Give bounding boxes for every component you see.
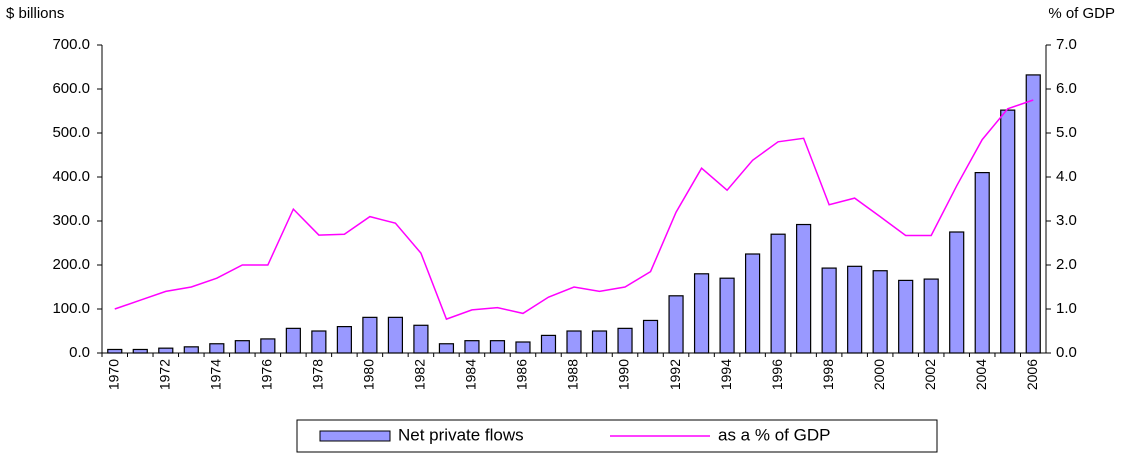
bar	[872, 270, 888, 354]
bar	[693, 273, 710, 354]
bar	[515, 341, 531, 354]
bar	[566, 330, 582, 354]
x-tick-label: 2006	[1024, 359, 1040, 390]
bar	[847, 265, 863, 354]
x-tick-label: 1978	[310, 359, 326, 390]
x-tick-label: 1974	[208, 359, 224, 390]
y2-axis-label: % of GDP	[1048, 5, 1115, 22]
x-tick-label: 1972	[156, 359, 172, 390]
x-tick-label: 2000	[871, 359, 887, 390]
bar	[923, 278, 939, 354]
y-tick-label: 300.0	[52, 212, 90, 229]
bar	[744, 253, 761, 354]
bar	[362, 316, 378, 354]
bar	[387, 316, 404, 354]
bar	[336, 326, 352, 354]
x-tick-label: 1970	[105, 359, 121, 390]
y-tick-label: 200.0	[52, 256, 90, 273]
bar	[158, 347, 174, 354]
y-tick-label: 100.0	[52, 300, 90, 317]
x-tick-label: 1976	[259, 359, 275, 390]
bar	[132, 348, 148, 354]
x-tick-label: 1988	[565, 359, 581, 390]
bar	[668, 295, 684, 354]
legend-label: Net private flows	[398, 425, 524, 444]
x-tick-label: 1994	[718, 359, 734, 390]
bar	[311, 330, 327, 354]
bar	[285, 327, 301, 354]
y-tick-label: 700.0	[52, 36, 90, 53]
bar	[898, 279, 914, 354]
bar	[260, 338, 276, 354]
y2-tick-label: 0.0	[1056, 344, 1077, 361]
x-tick-label: 1998	[820, 359, 836, 390]
bar	[796, 223, 812, 354]
bar	[438, 343, 455, 354]
y-tick-label: 600.0	[52, 80, 90, 97]
x-tick-label: 1986	[514, 359, 530, 390]
x-tick-label: 1992	[667, 359, 683, 390]
x-tick-label: 1982	[412, 359, 428, 390]
bar	[209, 343, 225, 354]
bar	[1025, 74, 1041, 354]
x-tick-label: 1980	[361, 359, 377, 390]
y2-tick-label: 5.0	[1056, 124, 1077, 141]
bar	[591, 330, 608, 354]
bar	[770, 233, 786, 354]
y-tick-label: 400.0	[52, 168, 90, 185]
y2-tick-label: 1.0	[1056, 300, 1077, 317]
legend-swatch	[319, 430, 391, 442]
y-tick-label: 0.0	[69, 344, 90, 361]
bar	[540, 334, 557, 354]
x-tick-label: 2002	[922, 359, 938, 390]
x-tick-label: 1990	[616, 359, 632, 390]
bar	[1000, 109, 1016, 354]
x-tick-label: 2004	[973, 359, 989, 390]
y2-tick-label: 2.0	[1056, 256, 1077, 273]
legend: Net private flows as a % of GDP	[296, 419, 938, 453]
bar	[719, 277, 735, 354]
y2-tick-label: 6.0	[1056, 80, 1077, 97]
y-tick-label: 500.0	[52, 124, 90, 141]
y-axis-label: $ billions	[6, 5, 64, 22]
bar	[107, 348, 123, 354]
line	[114, 99, 1034, 321]
bar	[413, 324, 429, 354]
bar	[821, 267, 837, 354]
bar	[642, 319, 659, 354]
bar	[489, 340, 506, 354]
y2-tick-label: 7.0	[1056, 36, 1077, 53]
bar	[617, 327, 633, 354]
x-tick-label: 1996	[769, 359, 785, 390]
bar	[949, 231, 965, 354]
x-tick-label: 1984	[463, 359, 479, 390]
bar	[974, 172, 990, 354]
bar	[234, 340, 250, 354]
bar	[464, 340, 480, 354]
bar	[183, 346, 199, 354]
legend-label: as a % of GDP	[718, 425, 830, 444]
y2-tick-label: 3.0	[1056, 212, 1077, 229]
y2-tick-label: 4.0	[1056, 168, 1077, 185]
